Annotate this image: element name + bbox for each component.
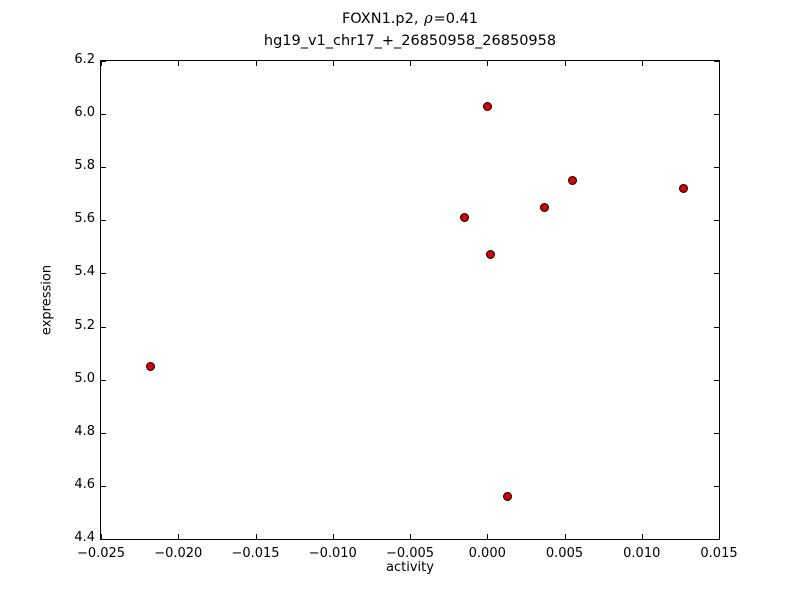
y-tick-mark [714,539,719,540]
y-tick-mark [101,61,106,62]
plot-area: −0.025 −0.020 −0.015 −0.010 −0.005 0.000 0.005… [74,52,737,561]
x-tick-mark [101,61,102,66]
y-tick-mark [714,485,719,487]
scatter-point [678,183,688,193]
chart-title: FOXN1.p2, ρ=0.41 hg19_v1_chr17_+_2685095… [100,8,720,52]
y-tick-label: 6.0 [74,105,95,121]
x-tick-mark [487,61,489,66]
x-tick-label: 0.015 [700,546,738,561]
x-tick-mark [410,61,411,66]
x-tick-label: −0.025 [76,546,126,561]
scatter-point [482,101,492,111]
x-tick-mark [332,61,334,66]
x-tick-label: −0.010 [308,546,357,561]
y-tick-mark [714,220,719,222]
x-tick-mark [332,534,334,539]
x-axis-label: activity [386,560,434,575]
x-tick-mark [178,534,180,539]
x-tick-label: 0.000 [468,546,506,561]
y-tick-label: 4.8 [74,423,95,439]
y-tick-mark [714,432,719,434]
x-tick-mark [719,61,720,66]
y-tick-mark [714,273,719,275]
y-tick-mark [101,220,106,222]
y-tick-mark [101,379,106,381]
x-tick-mark [487,534,489,539]
title-gene-label: FOXN1.p2, [341,11,424,27]
y-tick-label: 5.2 [74,317,95,333]
y-tick-mark [101,485,106,487]
x-tick-mark [255,61,257,66]
y-tick-mark [714,167,719,169]
chart-title-line1: FOXN1.p2, ρ=0.41 [100,8,720,30]
x-tick-mark [641,61,643,66]
x-tick-mark [719,534,720,539]
scatter-point [567,176,577,185]
y-tick-mark [101,539,106,540]
x-tick-mark [564,534,566,539]
x-tick-mark [564,61,566,66]
x-tick-mark [178,61,180,66]
x-tick-mark [410,534,411,539]
y-axis-label: expression [39,264,55,336]
y-tick-mark [714,326,719,328]
y-tick-mark [101,432,106,434]
x-tick-mark [641,534,643,539]
x-tick-label: 0.010 [623,546,661,561]
y-tick-mark [714,379,719,381]
scatter-point [539,202,549,212]
x-tick-mark [101,534,102,539]
y-tick-label: 4.4 [74,530,95,545]
y-tick-label: 5.6 [74,211,95,227]
y-tick-mark [101,167,106,169]
y-tick-label: 5.4 [74,264,95,280]
x-tick-label: 0.005 [545,546,584,561]
y-tick-label: 5.0 [74,370,95,386]
x-tick-label: −0.020 [154,546,203,561]
y-tick-mark [101,326,106,328]
scatter-point [485,250,495,260]
y-tick-mark [714,61,719,62]
title-rho-symbol: ρ [424,11,433,27]
scatter-point [145,361,155,371]
x-tick-mark [255,534,257,539]
scatter-point [502,492,512,501]
title-rho-value: =0.41 [433,11,479,27]
x-tick-label: −0.005 [385,546,435,561]
scatter-point [459,213,469,223]
y-tick-label: 4.6 [74,476,95,492]
y-tick-label: 6.2 [74,52,95,67]
y-tick-mark [101,273,106,275]
y-tick-mark [714,114,719,116]
y-tick-label: 5.8 [74,158,95,174]
y-tick-mark [101,114,106,116]
chart-title-line2: hg19_v1_chr17_+_26850958_26850958 [263,33,557,49]
x-tick-label: −0.015 [231,546,280,561]
